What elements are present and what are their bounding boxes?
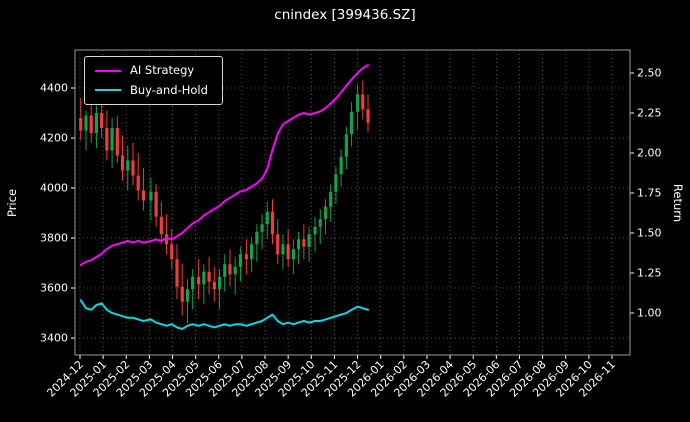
- svg-text:3400: 3400: [40, 332, 68, 345]
- legend-item-ai-strategy: AI Strategy: [95, 63, 208, 77]
- chart-legend: AI Strategy Buy-and-Hold: [84, 56, 223, 105]
- buy-and-hold-line-swatch: [95, 89, 121, 92]
- ai-strategy-line-swatch: [95, 69, 121, 72]
- legend-label-ai-strategy: AI Strategy: [130, 63, 195, 77]
- legend-label-buy-and-hold: Buy-and-Hold: [130, 82, 208, 97]
- svg-text:1.25: 1.25: [637, 267, 662, 280]
- svg-text:4000: 4000: [40, 182, 68, 195]
- legend-item-buy-and-hold: Buy-and-Hold: [95, 82, 208, 97]
- left-axis-label-wrap: Price: [1, 50, 23, 355]
- svg-text:2.00: 2.00: [637, 147, 662, 160]
- svg-text:4400: 4400: [40, 82, 68, 95]
- svg-text:4200: 4200: [40, 132, 68, 145]
- svg-text:1.75: 1.75: [637, 187, 662, 200]
- svg-text:2.25: 2.25: [637, 107, 662, 120]
- svg-text:3800: 3800: [40, 232, 68, 245]
- svg-text:2.50: 2.50: [637, 67, 662, 80]
- svg-text:3600: 3600: [40, 282, 68, 295]
- chart-title: cnindex [399436.SZ]: [274, 7, 416, 23]
- return-axis-label: Return: [671, 183, 686, 222]
- price-axis-label: Price: [5, 188, 19, 217]
- right-axis-label-wrap: Return: [667, 50, 689, 355]
- svg-text:1.00: 1.00: [637, 307, 662, 320]
- svg-text:1.50: 1.50: [637, 227, 662, 240]
